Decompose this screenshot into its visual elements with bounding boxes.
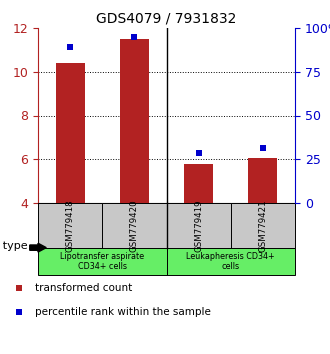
Text: Lipotransfer aspirate
CD34+ cells: Lipotransfer aspirate CD34+ cells — [60, 252, 144, 271]
Bar — [167, 248, 295, 275]
Text: cell type: cell type — [0, 241, 28, 251]
Bar — [38, 203, 102, 248]
Text: GSM779421: GSM779421 — [258, 199, 267, 252]
Title: GDS4079 / 7931832: GDS4079 / 7931832 — [96, 11, 237, 25]
Bar — [231, 203, 295, 248]
Text: percentile rank within the sample: percentile rank within the sample — [35, 307, 211, 318]
Bar — [38, 248, 167, 275]
Text: GSM779420: GSM779420 — [130, 199, 139, 252]
Bar — [102, 203, 167, 248]
Text: transformed count: transformed count — [35, 284, 132, 293]
Text: Leukapheresis CD34+
cells: Leukapheresis CD34+ cells — [186, 252, 275, 271]
Bar — [184, 164, 213, 203]
Bar — [167, 203, 231, 248]
Text: GSM779418: GSM779418 — [66, 199, 75, 252]
Text: GSM779419: GSM779419 — [194, 199, 203, 252]
Bar — [56, 63, 84, 203]
Bar — [248, 158, 277, 203]
Bar — [120, 39, 149, 203]
